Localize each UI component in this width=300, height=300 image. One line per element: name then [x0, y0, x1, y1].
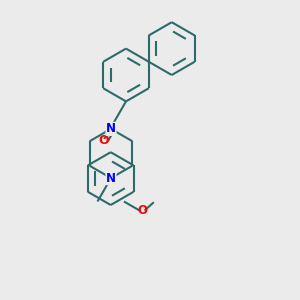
Text: O: O — [98, 134, 109, 147]
Text: N: N — [106, 172, 116, 184]
Text: O: O — [137, 204, 148, 217]
Text: N: N — [106, 122, 116, 135]
